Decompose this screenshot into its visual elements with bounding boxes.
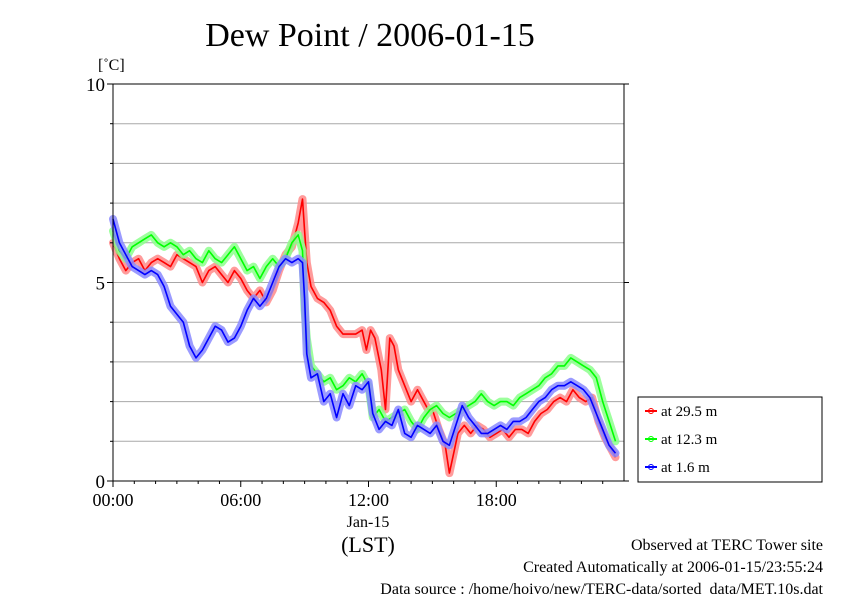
legend-label-0: at 29.5 m [661, 404, 718, 420]
y-tick-label: 10 [86, 75, 105, 96]
y-tick-label: 5 [96, 274, 106, 295]
x-date-label: Jan-15 [347, 514, 390, 531]
x-axis-label: (LST) [341, 532, 395, 557]
x-tick-label: 12:00 [348, 490, 389, 510]
axis-ticks: 0 5 10 00:00 06:00 12:00 18:00 [86, 75, 629, 510]
legend: at 29.5 m at 12.3 m at 1.6 m [637, 396, 823, 483]
legend-marker-1 [648, 436, 654, 442]
series-line-1 [112, 230, 617, 442]
legend-label-1: at 12.3 m [661, 432, 718, 448]
footer-data-source: Data source : /home/hoivo/new/TERC-data/… [380, 581, 823, 595]
legend-marker-0 [648, 408, 654, 414]
x-tick-label: 06:00 [220, 490, 261, 510]
legend-label-2: at 1.6 m [661, 460, 710, 476]
footer-created: Created Automatically at 2006-01-15/23:5… [523, 559, 823, 576]
y-axis-label: [˚C] [98, 57, 125, 74]
x-tick-label: 00:00 [92, 490, 133, 510]
x-tick-label: 18:00 [476, 490, 517, 510]
series-layer [109, 195, 620, 478]
footer-observed: Observed at TERC Tower site [631, 537, 823, 554]
series-line-0 [112, 198, 617, 474]
legend-box [637, 396, 823, 483]
series-line-2 [112, 218, 617, 454]
legend-marker-2 [648, 464, 654, 470]
chart-title: Dew Point / 2006-01-15 [205, 17, 535, 54]
y-tick-label: 0 [96, 472, 106, 493]
